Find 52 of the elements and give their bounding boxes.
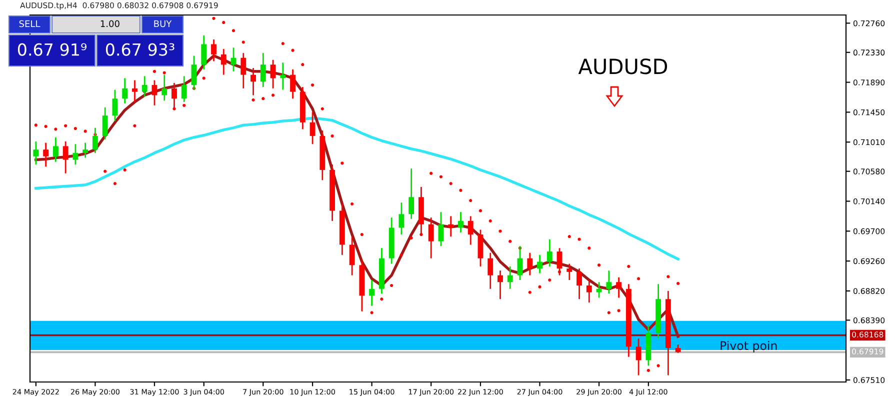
candlestick: [122, 78, 128, 104]
candlestick: [586, 279, 592, 304]
candlestick: [72, 143, 78, 166]
candlestick: [211, 38, 216, 62]
candlestick: [349, 236, 355, 276]
candlestick: [566, 263, 572, 281]
candlestick: [43, 142, 49, 168]
candlestick: [33, 140, 39, 166]
candlestick: [576, 268, 582, 300]
candlestick: [82, 142, 88, 158]
candlestick: [398, 202, 404, 236]
candlestick: [438, 211, 444, 247]
annotation: Pivot poin: [720, 340, 777, 352]
candlestick: [468, 215, 474, 246]
candlestick: [596, 281, 602, 298]
candlestick: [546, 238, 552, 268]
annotation: SELL: [19, 20, 40, 28]
annotation: 1.00: [100, 20, 120, 28]
candlestick: [537, 254, 542, 274]
candlestick: [458, 211, 464, 234]
candlestick: [428, 216, 434, 259]
candlestick: [606, 270, 612, 294]
candlestick: [290, 68, 296, 100]
candlestick: [527, 252, 533, 276]
text: AUDUSD: [578, 58, 668, 74]
annotation: BUY: [154, 20, 172, 28]
annotation: 0.67 91⁹: [18, 43, 87, 56]
candlestick: [498, 270, 503, 300]
candlestick: [250, 67, 256, 96]
candlestick: [369, 279, 375, 307]
candlestick: [488, 252, 494, 290]
candlestick: [507, 266, 513, 290]
candlestick: [616, 276, 622, 298]
candlestick: [181, 75, 187, 103]
candlestick: [52, 136, 58, 162]
candlestick: [310, 111, 316, 145]
candlestick: [220, 48, 226, 76]
annotation: 0.67 93³: [106, 43, 174, 56]
candlestick: [62, 140, 68, 174]
candlestick: [102, 106, 108, 140]
candlestick: [270, 59, 276, 90]
candlestick: [132, 80, 138, 103]
candlestick: [152, 80, 158, 106]
candlestick: [201, 34, 207, 70]
candlestick: [162, 74, 168, 102]
candlestick: [112, 89, 118, 122]
candlestick: [636, 338, 642, 376]
candlestick: [260, 52, 266, 88]
candlestick: [240, 52, 246, 90]
candlestick: [408, 168, 414, 220]
candlestick: [478, 229, 484, 268]
line-series: [34, 116, 680, 260]
